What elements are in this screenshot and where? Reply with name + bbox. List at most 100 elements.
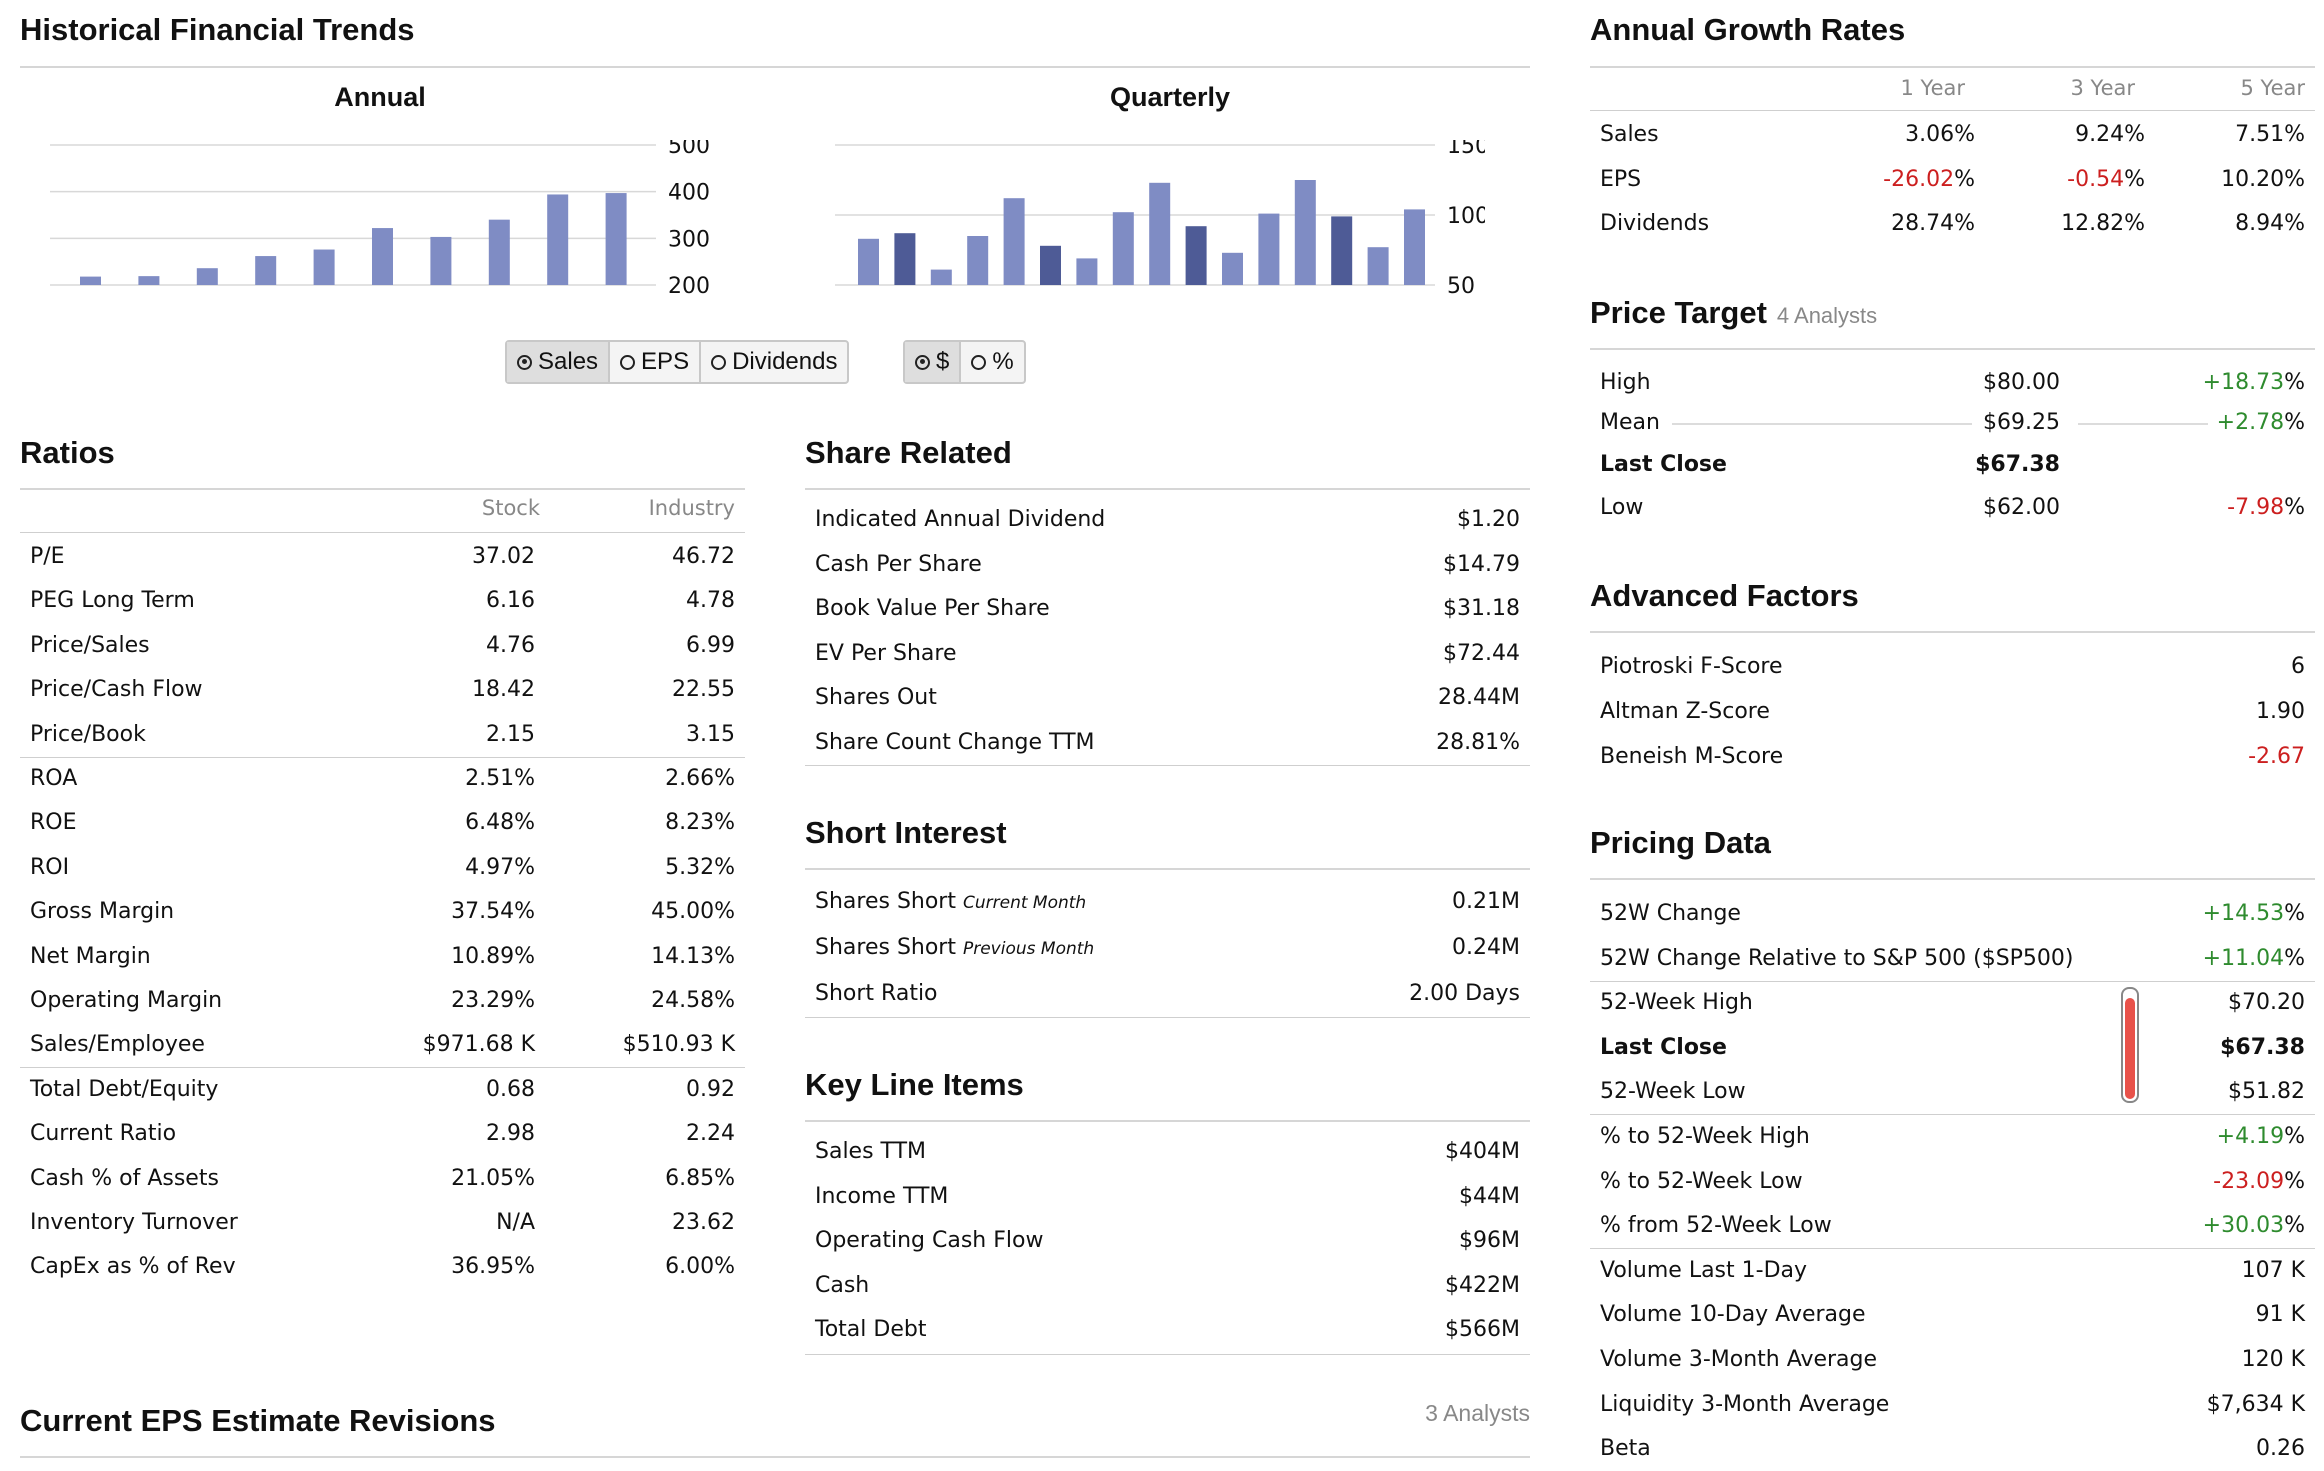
ratio-label: PEG Long Term: [30, 588, 195, 613]
pricing-label: 52-Week Low: [1600, 1079, 1746, 1104]
pricing-label: % from 52-Week Low: [1600, 1213, 1832, 1238]
ratios-divider: [20, 488, 745, 490]
radio-selected-icon: [517, 354, 532, 370]
growth-negative-number: -0.54: [2067, 167, 2125, 192]
unit-dollar-button[interactable]: $: [905, 342, 962, 382]
short-interest-title: Short Interest: [805, 815, 1007, 850]
ratios-col-stock: Stock: [481, 496, 540, 520]
pricing-divider: [1590, 878, 2315, 880]
row-divider: [1590, 981, 2315, 982]
metric-eps-button[interactable]: EPS: [610, 342, 702, 382]
unit-percent-label: %: [992, 348, 1014, 375]
share-related-row: Book Value Per Share $31.18: [805, 587, 1530, 631]
ratios-title: Ratios: [20, 435, 115, 470]
price-target-label: Last Close: [1600, 452, 1727, 477]
share-value: $72.44: [1443, 641, 1520, 666]
advanced-value: -2.67: [2248, 744, 2305, 769]
quarterly-chart-bar: [1294, 180, 1316, 285]
annual-chart-bar: [80, 276, 101, 285]
ratios-row: Current Ratio 2.98 2.24: [20, 1112, 745, 1156]
metric-sales-button[interactable]: Sales: [507, 342, 611, 382]
pricing-value: $51.82: [2228, 1079, 2305, 1104]
share-label: Indicated Annual Dividend: [815, 507, 1106, 532]
pricing-row: % from 52-Week Low +30.03%: [1590, 1204, 2315, 1248]
annual-chart-ytick-label: 300: [668, 227, 710, 252]
price-target-divider: [1590, 348, 2315, 350]
advanced-label: Piotroski F-Score: [1600, 654, 1783, 679]
pricing-value: +30.03%: [2202, 1213, 2305, 1238]
share-related-title: Share Related: [805, 435, 1012, 470]
ratios-row: Total Debt/Equity 0.68 0.92: [20, 1068, 745, 1112]
price-target-row: High $80.00 +18.73%: [1590, 361, 2315, 405]
quarterly-chart-bar: [1367, 247, 1389, 285]
ratio-stock-value: 2.15: [486, 722, 535, 747]
price-target-price: $69.25: [1983, 410, 2060, 435]
price-target-title: Price Target 4 Analysts: [1590, 295, 1877, 331]
annual-chart-ytick-label: 400: [668, 181, 710, 206]
ratios-row: Price/Book 2.15 3.15: [20, 713, 745, 757]
pricing-label: Beta: [1600, 1436, 1651, 1461]
ratios-row: CapEx as % of Rev 36.95% 6.00%: [20, 1245, 745, 1289]
row-divider: [805, 1017, 1530, 1018]
ratio-label: Sales/Employee: [30, 1032, 205, 1057]
short-value: 0.24M: [1452, 935, 1520, 960]
eps-revisions-title: Current EPS Estimate Revisions: [20, 1403, 496, 1438]
short-label-text: Shares Short: [815, 889, 956, 914]
growth-col-1y: 1 Year: [1900, 76, 1966, 100]
growth-col-5y: 5 Year: [2240, 76, 2306, 100]
ratio-industry-value: 0.92: [686, 1077, 735, 1102]
ratio-stock-value: $971.68 K: [422, 1032, 535, 1057]
ratios-row: ROI 4.97% 5.32%: [20, 846, 745, 890]
growth-row: Sales 3.06% 9.24% 7.51%: [1590, 113, 2315, 157]
quarterly-chart-bar: [1185, 226, 1207, 285]
price-target-change: +18.73%: [2202, 370, 2305, 395]
pricing-label: Volume Last 1-Day: [1600, 1258, 1808, 1283]
pricing-value: 0.26: [2256, 1436, 2305, 1461]
ratio-label: Total Debt/Equity: [30, 1077, 219, 1102]
ratio-label: ROA: [30, 766, 78, 791]
growth-divider: [1590, 66, 2315, 68]
quarterly-chart-bar: [1040, 245, 1061, 285]
ratio-stock-value: 6.16: [486, 588, 535, 613]
radio-icon: [971, 354, 987, 370]
pricing-label: % to 52-Week High: [1600, 1124, 1810, 1149]
short-interest-row: Shares Short Previous Month 0.24M: [805, 926, 1530, 970]
advanced-divider: [1590, 631, 2315, 633]
annual-chart: 500 400 300 200: [50, 140, 710, 299]
pricing-value: +4.19%: [2216, 1124, 2305, 1149]
share-value: $14.79: [1443, 552, 1520, 577]
pricing-label: Volume 3-Month Average: [1600, 1347, 1878, 1372]
price-target-change: +2.78%: [2216, 410, 2305, 435]
ratios-row: ROA 2.51% 2.66%: [20, 757, 745, 801]
metric-dividends-button[interactable]: Dividends: [701, 342, 847, 382]
price-target-label: Mean: [1600, 410, 1660, 435]
share-related-row: EV Per Share $72.44: [805, 632, 1530, 676]
unit-percent-button[interactable]: %: [961, 342, 1023, 382]
ratio-stock-value: 0.68: [486, 1077, 535, 1102]
price-target-change: -7.98%: [2227, 495, 2305, 520]
growth-negative-number: -26.02: [1883, 167, 1955, 192]
kli-value: $44M: [1459, 1184, 1520, 1209]
short-label-text: Short Ratio: [815, 981, 938, 1006]
pricing-row: Last Close $67.38: [1590, 1026, 2315, 1070]
share-related-row: Indicated Annual Dividend $1.20: [805, 498, 1530, 542]
price-target-row: Low $62.00 -7.98%: [1590, 486, 2315, 530]
short-label: Shares Short Current Month: [815, 880, 1086, 925]
price-target-price: $67.38: [1975, 452, 2060, 477]
growth-col-3y: 3 Year: [2070, 76, 2136, 100]
ratios-row: Cash % of Assets 21.05% 6.85%: [20, 1157, 745, 1201]
share-related-row: Share Count Change TTM 28.81%: [805, 721, 1530, 765]
quarterly-chart-bar: [1222, 252, 1243, 285]
pricing-value-number: -23.09: [2213, 1169, 2285, 1194]
pricing-value-number: +11.04: [2202, 946, 2285, 971]
row-divider: [1590, 1114, 2315, 1115]
key-line-item-row: Operating Cash Flow $96M: [805, 1219, 1530, 1263]
price-target-label: High: [1600, 370, 1651, 395]
price-target-price: $62.00: [1983, 495, 2060, 520]
share-related-row: Shares Out 28.44M: [805, 676, 1530, 720]
ratio-stock-value: 18.42: [472, 677, 535, 702]
pricing-label: Last Close: [1600, 1035, 1727, 1060]
eps-revisions-analysts: 3 Analysts: [1425, 1400, 1530, 1426]
share-label: Share Count Change TTM: [815, 730, 1095, 755]
advanced-value: 1.90: [2256, 699, 2305, 724]
